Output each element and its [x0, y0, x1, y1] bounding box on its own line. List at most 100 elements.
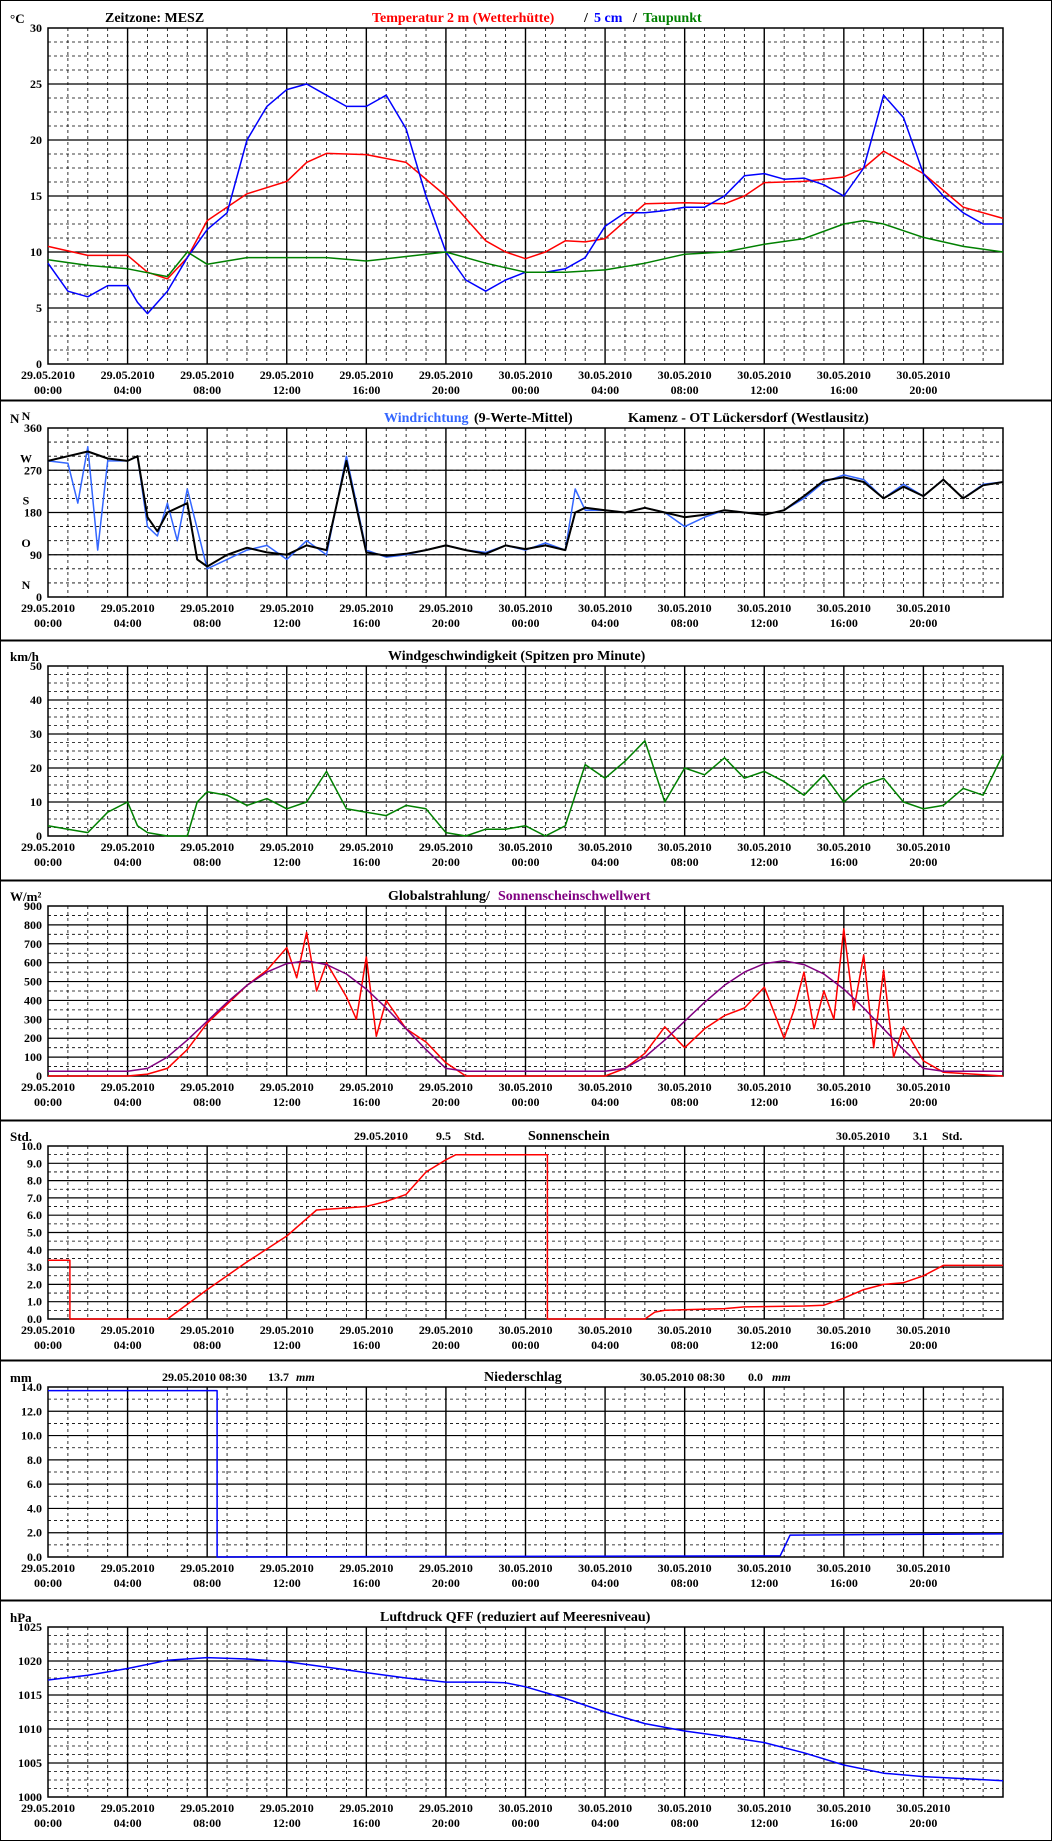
grid: [48, 906, 1003, 1076]
y-tick-label: 5.0: [27, 1226, 42, 1240]
x-tick-date: 29.05.2010: [419, 1561, 473, 1575]
x-tick-time: 04:00: [591, 1816, 619, 1830]
x-tick-time: 08:00: [193, 616, 221, 630]
y-tick-label: 600: [24, 956, 42, 970]
compass-label: N: [22, 409, 31, 423]
chart-title-part: Sonnenschein: [528, 1129, 610, 1144]
y-tick-label: 1000: [18, 1790, 42, 1804]
x-tick-time: 00:00: [34, 1338, 62, 1352]
x-tick-date: 30.05.2010: [499, 840, 553, 854]
y-tick-label: 0: [36, 357, 42, 371]
annotation-date: 30.05.2010: [836, 1129, 890, 1143]
series-line-mittel: [47, 450, 1004, 568]
x-tick-date: 29.05.2010: [101, 1080, 155, 1094]
x-tick-date: 29.05.2010: [101, 1323, 155, 1337]
x-tick-time: 08:00: [671, 1816, 699, 1830]
y-tick-label: 15: [30, 189, 42, 203]
series-line-windgeschwindigkeit: [47, 740, 1004, 837]
x-tick-time: 16:00: [830, 383, 858, 397]
x-tick-time: 08:00: [671, 1338, 699, 1352]
x-tick-date: 30.05.2010: [737, 1561, 791, 1575]
x-tick-time: 20:00: [432, 1095, 460, 1109]
chart-title-part: (9-Werte-Mittel): [474, 411, 573, 426]
panel-sunshine: 0.0 1.0 2.0 3.0 4.0 5.0 6.0 7.0 8.0 9.0 10.0 29.05.…: [0, 1119, 1052, 1352]
y-tick-label: 6.0: [27, 1208, 42, 1222]
y-tick-label: 1015: [18, 1688, 42, 1702]
y-tick-label: 50: [30, 659, 42, 673]
chart-title-part: Globalstrahlung/: [388, 889, 491, 904]
x-tick-time: 16:00: [830, 1576, 858, 1590]
x-tick-date: 30.05.2010: [578, 1801, 632, 1815]
x-tick-time: 12:00: [750, 1816, 778, 1830]
x-tick-date: 30.05.2010: [817, 840, 871, 854]
y-tick-label: 1.0: [27, 1295, 42, 1309]
x-tick-time: 00:00: [34, 383, 62, 397]
x-tick-date: 29.05.2010: [339, 368, 393, 382]
y-tick-label: 2.0: [27, 1526, 42, 1540]
x-tick-date: 29.05.2010: [260, 840, 314, 854]
x-tick-time: 20:00: [909, 616, 937, 630]
x-tick-date: 30.05.2010: [737, 840, 791, 854]
y-tick-label: 700: [24, 937, 42, 951]
x-tick-date: 29.05.2010: [260, 1801, 314, 1815]
x-tick-time: 08:00: [193, 1816, 221, 1830]
y-tick-label: 25: [30, 77, 42, 91]
y-tick-label: 100: [24, 1050, 42, 1064]
y-tick-label: 0.0: [27, 1312, 42, 1326]
x-tick-time: 16:00: [352, 1816, 380, 1830]
x-tick-time: 20:00: [909, 1576, 937, 1590]
x-tick-date: 29.05.2010: [260, 1323, 314, 1337]
x-tick-date: 30.05.2010: [499, 1323, 553, 1337]
x-tick-date: 30.05.2010: [578, 1080, 632, 1094]
chart-title-part: Niederschlag: [484, 1370, 562, 1385]
chart-title-part: Kamenz - OT Lückersdorf (Westlausitz): [628, 411, 869, 426]
x-tick-time: 16:00: [830, 1338, 858, 1352]
x-tick-date: 30.05.2010: [737, 368, 791, 382]
compass-label: O: [21, 536, 30, 550]
x-tick-time: 00:00: [34, 1576, 62, 1590]
unit-label: Std.: [10, 1129, 32, 1144]
x-tick-date: 29.05.2010: [21, 1323, 75, 1337]
annotation-date: 29.05.2010: [354, 1129, 408, 1143]
x-tick-time: 08:00: [671, 855, 699, 869]
x-tick-time: 00:00: [34, 1816, 62, 1830]
x-tick-date: 30.05.2010: [658, 601, 712, 615]
panel-temperature: 05101520253029.05.201000:0029.05.201004:…: [10, 11, 1004, 397]
x-tick-date: 30.05.2010: [817, 1323, 871, 1337]
chart-title-part: Temperatur 2 m (Wetterhütte): [372, 11, 555, 26]
x-tick-time: 00:00: [512, 855, 540, 869]
annotation-unit: Std.: [942, 1129, 962, 1143]
x-tick-time: 08:00: [671, 1095, 699, 1109]
x-tick-time: 20:00: [909, 855, 937, 869]
y-tick-label: 4.0: [27, 1501, 42, 1515]
x-tick-time: 04:00: [114, 1338, 142, 1352]
unit-label: W/m²: [10, 889, 41, 904]
x-tick-time: 04:00: [114, 616, 142, 630]
annotation-unit: Std.: [464, 1129, 484, 1143]
x-tick-date: 30.05.2010: [817, 601, 871, 615]
x-tick-time: 20:00: [432, 855, 460, 869]
x-tick-date: 29.05.2010: [101, 840, 155, 854]
x-tick-date: 30.05.2010: [658, 1080, 712, 1094]
x-tick-date: 29.05.2010: [21, 601, 75, 615]
x-tick-time: 16:00: [830, 855, 858, 869]
x-tick-time: 04:00: [114, 1576, 142, 1590]
x-tick-date: 29.05.2010: [101, 601, 155, 615]
chart-title-part: Luftdruck QFF (reduziert auf Meeresnivea…: [380, 1610, 651, 1625]
x-tick-date: 30.05.2010: [896, 601, 950, 615]
x-tick-time: 12:00: [273, 383, 301, 397]
y-tick-label: 30: [30, 21, 42, 35]
x-tick-date: 30.05.2010: [499, 601, 553, 615]
x-tick-date: 30.05.2010: [578, 368, 632, 382]
x-tick-date: 30.05.2010: [658, 1323, 712, 1337]
y-tick-label: 300: [24, 1012, 42, 1026]
grid: [48, 1387, 1003, 1557]
x-tick-date: 29.05.2010: [339, 601, 393, 615]
x-tick-date: 29.05.2010: [419, 1080, 473, 1094]
y-tick-label: 0: [36, 590, 42, 604]
x-tick-time: 04:00: [591, 616, 619, 630]
x-tick-time: 12:00: [750, 616, 778, 630]
x-tick-time: 16:00: [352, 616, 380, 630]
x-tick-date: 30.05.2010: [817, 1561, 871, 1575]
x-tick-date: 29.05.2010: [101, 368, 155, 382]
